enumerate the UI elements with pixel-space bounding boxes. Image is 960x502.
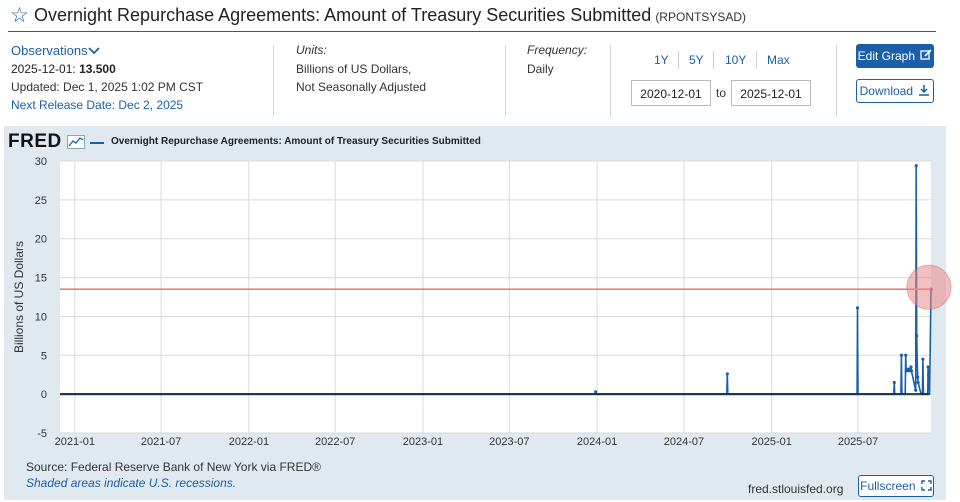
- series-point: [916, 380, 920, 385]
- y-tick-label: 30: [35, 156, 47, 168]
- units-label: Units:: [296, 43, 327, 57]
- star-icon[interactable]: ☆: [10, 4, 29, 27]
- series-point: [855, 306, 860, 310]
- header-divider: [8, 31, 936, 32]
- series-point: [909, 365, 913, 369]
- observation-value: 13.500: [79, 62, 116, 76]
- observations-toggle[interactable]: Observations: [11, 43, 88, 58]
- updated-text: Updated: Dec 1, 2025 1:02 PM CST: [11, 80, 204, 94]
- series-point: [906, 369, 911, 373]
- y-tick-label: 0: [41, 389, 47, 401]
- fred-logo: FRED: [8, 131, 62, 152]
- frequency-label: Frequency:: [527, 43, 588, 57]
- observation-date: 2025-12-01:: [11, 62, 80, 76]
- x-tick-label: 2021-07: [141, 436, 181, 448]
- x-tick-label: 2025-01: [751, 436, 791, 448]
- y-tick-label: 10: [35, 311, 47, 323]
- download-icon: [919, 85, 930, 96]
- series-point: [892, 380, 896, 385]
- legend-swatch: [90, 142, 104, 144]
- x-tick-label: 2021-01: [55, 436, 95, 448]
- x-tick-label: 2025-07: [838, 436, 878, 448]
- expand-icon: [921, 480, 932, 491]
- y-tick-label: 25: [35, 195, 47, 207]
- source-text: Source: Federal Reserve Bank of New York…: [26, 460, 321, 474]
- divider: [610, 45, 611, 117]
- chevron-down-icon[interactable]: [87, 44, 101, 58]
- units-value-line1: Billions of US Dollars,: [296, 62, 412, 76]
- x-tick-label: 2023-07: [489, 436, 529, 448]
- frequency-value: Daily: [527, 62, 554, 76]
- edit-icon: [920, 49, 932, 60]
- plot-area: [60, 161, 931, 433]
- series-id: (RPONTSYSAD): [655, 10, 746, 24]
- latest-observation: 2025-12-01: 13.500: [11, 62, 116, 76]
- page-title: Overnight Repurchase Agreements: Amount …: [34, 5, 746, 26]
- fred-url[interactable]: fred.stlouisfed.org: [748, 482, 844, 496]
- series-point: [904, 353, 908, 357]
- x-tick-label: 2023-01: [403, 436, 443, 448]
- series-point: [916, 375, 920, 379]
- y-tick-label: 15: [35, 273, 47, 285]
- x-tick-label: 2024-01: [577, 436, 617, 448]
- start-date-input[interactable]: 2020-12-01: [631, 80, 711, 106]
- series-title: Overnight Repurchase Agreements: Amount …: [34, 5, 652, 25]
- series-point: [914, 388, 918, 392]
- end-date-input[interactable]: 2025-12-01: [731, 80, 811, 106]
- y-tick-label: -5: [37, 428, 47, 440]
- y-tick-label: 5: [41, 350, 47, 362]
- y-tick-label: 20: [35, 234, 47, 246]
- download-button[interactable]: Download: [856, 79, 934, 103]
- units-value-line2: Not Seasonally Adjusted: [296, 80, 427, 94]
- series-point: [926, 365, 930, 369]
- edit-graph-label: Edit Graph: [857, 49, 916, 63]
- series-point: [915, 334, 919, 338]
- chart-line-icon: [67, 135, 85, 149]
- series-point: [921, 357, 925, 361]
- fullscreen-label: Fullscreen: [860, 479, 916, 493]
- next-release-link[interactable]: Next Release Date: Dec 2, 2025: [11, 98, 184, 112]
- series-point: [927, 373, 931, 377]
- series-point: [899, 353, 904, 357]
- range-1y-button[interactable]: 1Y: [654, 53, 669, 67]
- x-tick-label: 2024-07: [664, 436, 704, 448]
- range-10y-button[interactable]: 10Y: [725, 53, 747, 67]
- x-tick-label: 2022-01: [229, 436, 269, 448]
- divider: [505, 45, 506, 117]
- page-header: ☆ Overnight Repurchase Agreements: Amoun…: [0, 0, 960, 36]
- range-separator: [756, 51, 757, 69]
- series-point: [594, 390, 598, 394]
- fullscreen-button[interactable]: Fullscreen: [858, 475, 934, 497]
- range-separator: [678, 51, 679, 69]
- divider: [836, 45, 837, 117]
- edit-graph-button[interactable]: Edit Graph: [856, 44, 934, 68]
- series-point: [909, 369, 914, 373]
- series-point: [914, 164, 918, 168]
- recession-note[interactable]: Shaded areas indicate U.S. recessions.: [26, 476, 237, 490]
- legend-series-name: Overnight Repurchase Agreements: Amount …: [111, 136, 481, 147]
- range-separator: [713, 51, 714, 69]
- series-point: [725, 372, 729, 376]
- range-5y-button[interactable]: 5Y: [689, 53, 704, 67]
- divider: [273, 45, 274, 117]
- y-axis-label: Billions of US Dollars: [12, 241, 26, 353]
- x-tick-label: 2022-07: [315, 436, 355, 448]
- highlight-marker: [906, 264, 952, 310]
- range-max-button[interactable]: Max: [767, 53, 790, 67]
- range-to-label: to: [716, 86, 727, 100]
- download-label: Download: [859, 84, 914, 98]
